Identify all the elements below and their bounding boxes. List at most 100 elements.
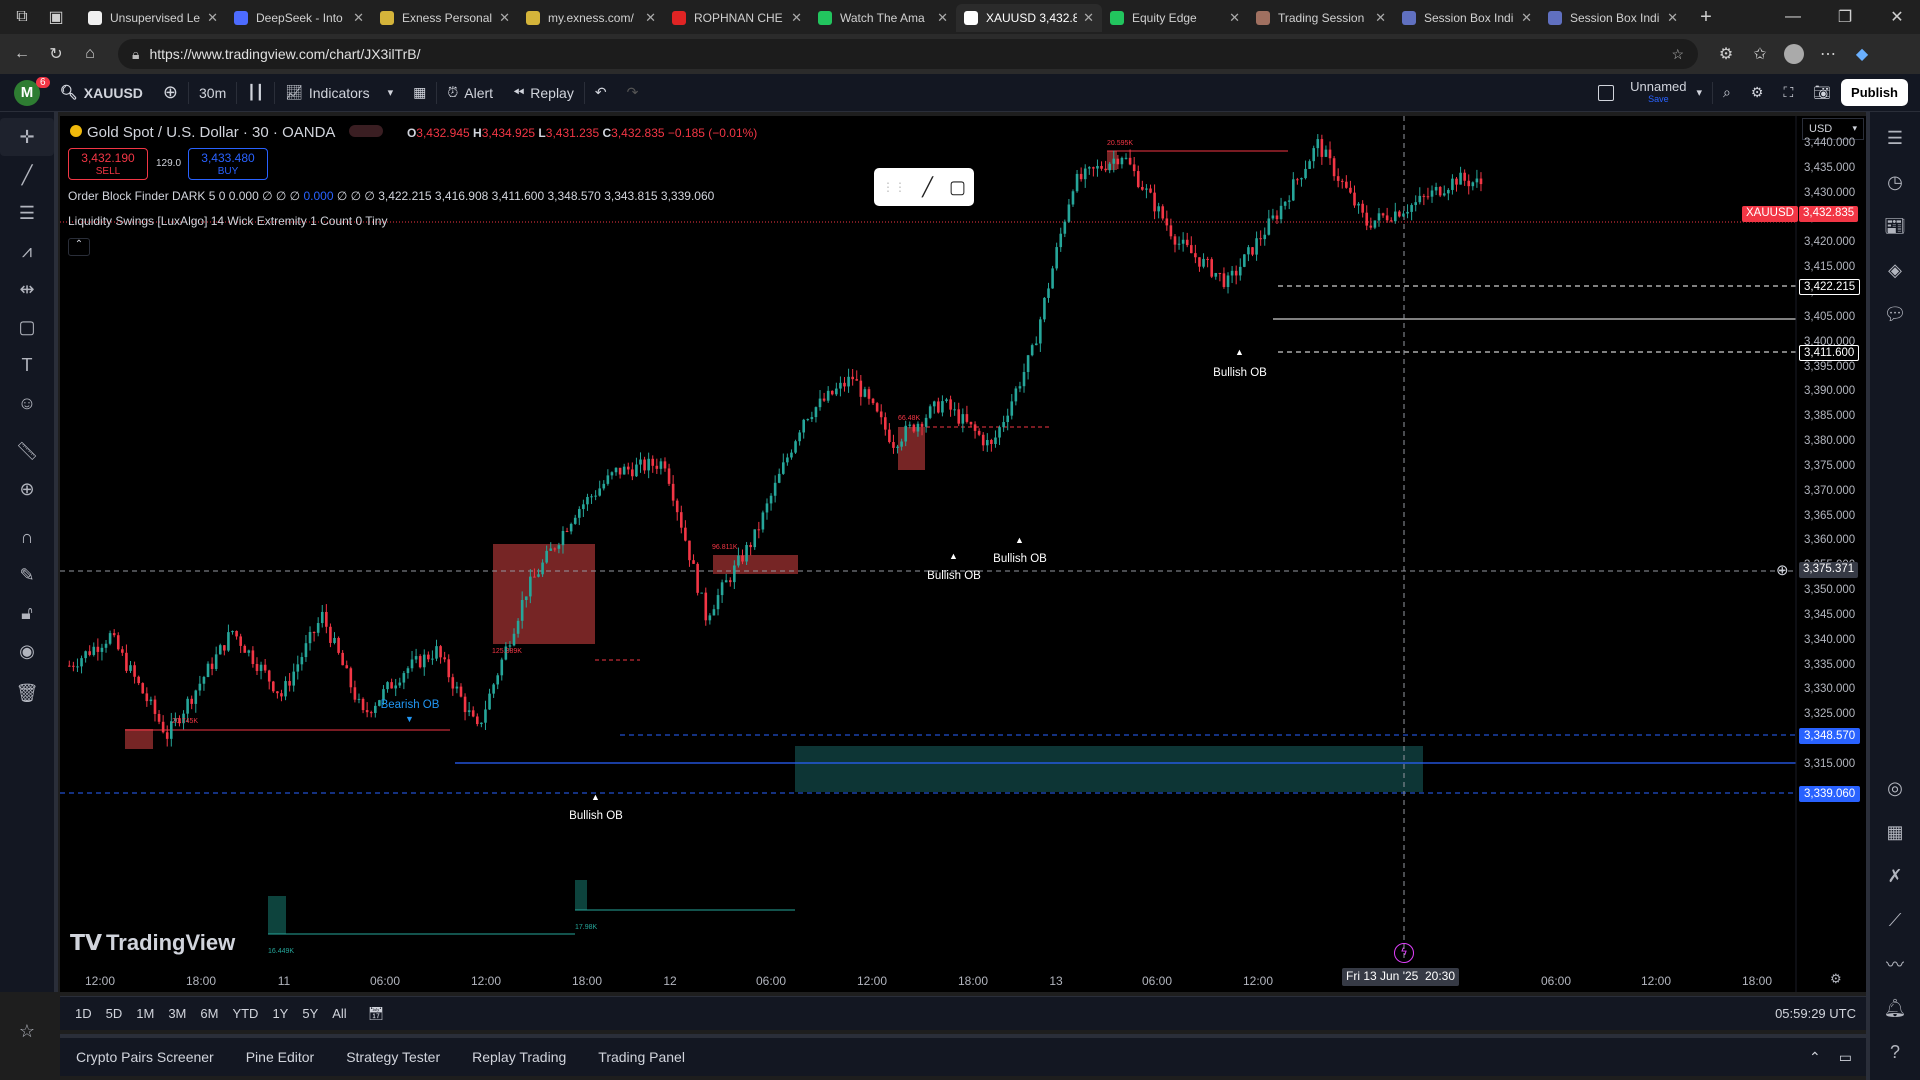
watchlist-star-icon[interactable]: ☆: [18, 1020, 36, 1041]
alerts-clock-icon[interactable]: ◷: [1887, 171, 1903, 192]
close-tab-icon[interactable]: ✕: [1521, 10, 1532, 25]
chevron-down-icon[interactable]: ▾: [1696, 87, 1703, 99]
redo-button[interactable]: ↷: [617, 74, 649, 112]
tab-actions-icon[interactable]: ▣: [48, 9, 64, 26]
drag-handle-icon[interactable]: ⋮⋮: [882, 180, 907, 194]
browser-tab[interactable]: Trading Session ✕: [1248, 4, 1394, 32]
news-icon[interactable]: 📰︎: [1883, 215, 1907, 236]
indicators-button[interactable]: 📈︎ Indicators ▾: [275, 74, 403, 112]
target-icon[interactable]: ◎: [1887, 777, 1903, 798]
trend-line-icon[interactable]: ╱: [21, 164, 33, 185]
chat-icon[interactable]: 💬︎: [1883, 303, 1907, 324]
stream-icon[interactable]: 〰: [1886, 955, 1904, 975]
ideas-icon[interactable]: ✗: [1887, 865, 1903, 886]
utc-clock[interactable]: 05:59:29 UTC: [1775, 1006, 1856, 1021]
zoom-in-icon[interactable]: ⊕: [19, 478, 35, 499]
range-button[interactable]: 1M: [136, 1006, 155, 1021]
eye-icon[interactable]: ◉: [19, 640, 35, 661]
fullscreen-button[interactable]: ⛶: [1773, 74, 1803, 112]
quick-search-button[interactable]: ⌕: [1713, 74, 1741, 112]
ruler-icon[interactable]: 📏︎: [15, 440, 39, 461]
watchlist-icon[interactable]: ☰: [1886, 127, 1904, 148]
chart-pane[interactable]: Gold Spot / U.S. Dollar · 30 · OANDA O3,…: [60, 116, 1866, 992]
templates-button[interactable]: ▦: [403, 74, 436, 112]
undo-button[interactable]: ↶: [585, 74, 617, 112]
chart-type-button[interactable]: ┃┃: [237, 74, 274, 112]
crosshair-icon[interactable]: ✛: [0, 118, 54, 156]
minimize-icon[interactable]: —: [1785, 8, 1801, 25]
bottom-tab[interactable]: Crypto Pairs Screener: [76, 1049, 214, 1065]
layout-button[interactable]: Unnamed Save ▾: [1588, 74, 1712, 112]
bottom-tab[interactable]: Trading Panel: [598, 1049, 685, 1065]
workspaces-icon[interactable]: ⧉: [16, 8, 28, 25]
range-button[interactable]: 1D: [75, 1006, 92, 1021]
chevron-down-icon[interactable]: ▾: [387, 87, 394, 99]
close-tab-icon[interactable]: ✕: [1229, 10, 1240, 25]
url-input[interactable]: 🔒︎ https://www.tradingview.com/chart/JX3…: [118, 39, 1698, 69]
browser-tab[interactable]: Watch The Ama ✕: [810, 4, 956, 32]
pattern-icon[interactable]: ⟋: [1888, 909, 1902, 930]
favorite-star-icon[interactable]: ☆: [1671, 45, 1684, 62]
settings-button[interactable]: ⚙: [1741, 74, 1774, 112]
collapse-panel-icon[interactable]: ⌃: [1809, 1048, 1821, 1065]
bottom-tab[interactable]: Strategy Tester: [346, 1049, 441, 1065]
bottom-tab[interactable]: Replay Trading: [472, 1049, 567, 1065]
range-button[interactable]: 1Y: [272, 1006, 289, 1021]
maximize-icon[interactable]: ❐: [1837, 9, 1853, 26]
pattern-icon[interactable]: ⩘: [21, 240, 33, 261]
close-tab-icon[interactable]: ✕: [791, 10, 802, 25]
close-tab-icon[interactable]: ✕: [1667, 10, 1678, 25]
range-button[interactable]: All: [332, 1006, 347, 1021]
browser-tab[interactable]: Session Box Indi ✕: [1540, 4, 1686, 32]
home-icon[interactable]: ⌂: [85, 45, 95, 62]
range-button[interactable]: 5Y: [302, 1006, 319, 1021]
browser-tab[interactable]: XAUUSD 3,432.8 ✕: [956, 4, 1102, 32]
favorites-icon[interactable]: ✩: [1753, 46, 1767, 63]
chart-canvas[interactable]: [60, 116, 1866, 992]
forecast-icon[interactable]: ⇹: [19, 278, 35, 299]
refresh-icon[interactable]: ↻: [49, 46, 63, 63]
symbol-legend[interactable]: Gold Spot / U.S. Dollar · 30 · OANDA O3,…: [70, 124, 757, 141]
trash-icon[interactable]: 🗑︎: [15, 682, 39, 703]
replay-button[interactable]: ⏪︎ Replay: [503, 74, 584, 112]
lock-drawings-icon[interactable]: ✎: [19, 564, 35, 585]
interval-button[interactable]: 30m: [199, 84, 227, 101]
bell-icon[interactable]: 🔔︎: [1883, 997, 1907, 1018]
alert-button[interactable]: ⏰︎ Alert: [437, 74, 503, 112]
date-range-calendar-icon[interactable]: 📅︎: [367, 1005, 385, 1021]
symbol-search-button[interactable]: 🔍︎ XAUUSD: [50, 74, 153, 112]
close-window-icon[interactable]: ✕: [1890, 9, 1904, 26]
close-tab-icon[interactable]: ✕: [499, 10, 510, 25]
collapse-legend-button[interactable]: ⌃: [68, 238, 90, 256]
browser-tab[interactable]: my.exness.com/ ✕: [518, 4, 664, 32]
range-button[interactable]: 6M: [200, 1006, 219, 1021]
buy-button[interactable]: 3,433.480 BUY: [188, 148, 268, 180]
copilot-icon[interactable]: ◆: [1855, 46, 1869, 63]
lightning-icon[interactable]: ϟ: [1394, 943, 1414, 963]
sell-button[interactable]: 3,432.190 SELL: [68, 148, 148, 180]
close-tab-icon[interactable]: ✕: [1083, 10, 1094, 25]
close-tab-icon[interactable]: ✕: [937, 10, 948, 25]
axis-settings-icon[interactable]: ⚙: [1830, 971, 1842, 986]
rectangle-tool-icon[interactable]: ▢: [948, 176, 966, 197]
range-button[interactable]: 3M: [168, 1006, 187, 1021]
lock-icon[interactable]: 🔓︎: [21, 602, 33, 623]
add-alert-plus-icon[interactable]: ⊕: [1776, 562, 1789, 579]
range-button[interactable]: YTD: [232, 1006, 259, 1021]
snapshot-button[interactable]: 📷︎: [1803, 74, 1841, 112]
compare-symbol-button[interactable]: ⊕: [153, 74, 188, 112]
close-tab-icon[interactable]: ✕: [1375, 10, 1386, 25]
publish-button[interactable]: Publish: [1841, 74, 1920, 112]
range-button[interactable]: 5D: [105, 1006, 123, 1021]
more-icon[interactable]: ⋯: [1820, 46, 1836, 63]
floating-drawing-toolbar[interactable]: ⋮⋮ ╱ ▢: [874, 168, 974, 206]
browser-tab[interactable]: Equity Edge ✕: [1102, 4, 1248, 32]
shapes-icon[interactable]: ▢: [18, 316, 36, 337]
indicator-order-block[interactable]: Order Block Finder DARK 5 0 0.000 ∅ ∅ ∅ …: [68, 189, 714, 203]
new-tab-button[interactable]: +: [1700, 5, 1712, 28]
profile-avatar[interactable]: [1780, 40, 1808, 68]
indicator-liquidity-swings[interactable]: Liquidity Swings [LuxAlgo] 14 Wick Extre…: [68, 214, 387, 228]
fib-icon[interactable]: ☰: [18, 202, 36, 223]
emoji-icon[interactable]: ☺: [17, 392, 37, 413]
browser-tab[interactable]: Exness Personal ✕: [372, 4, 518, 32]
